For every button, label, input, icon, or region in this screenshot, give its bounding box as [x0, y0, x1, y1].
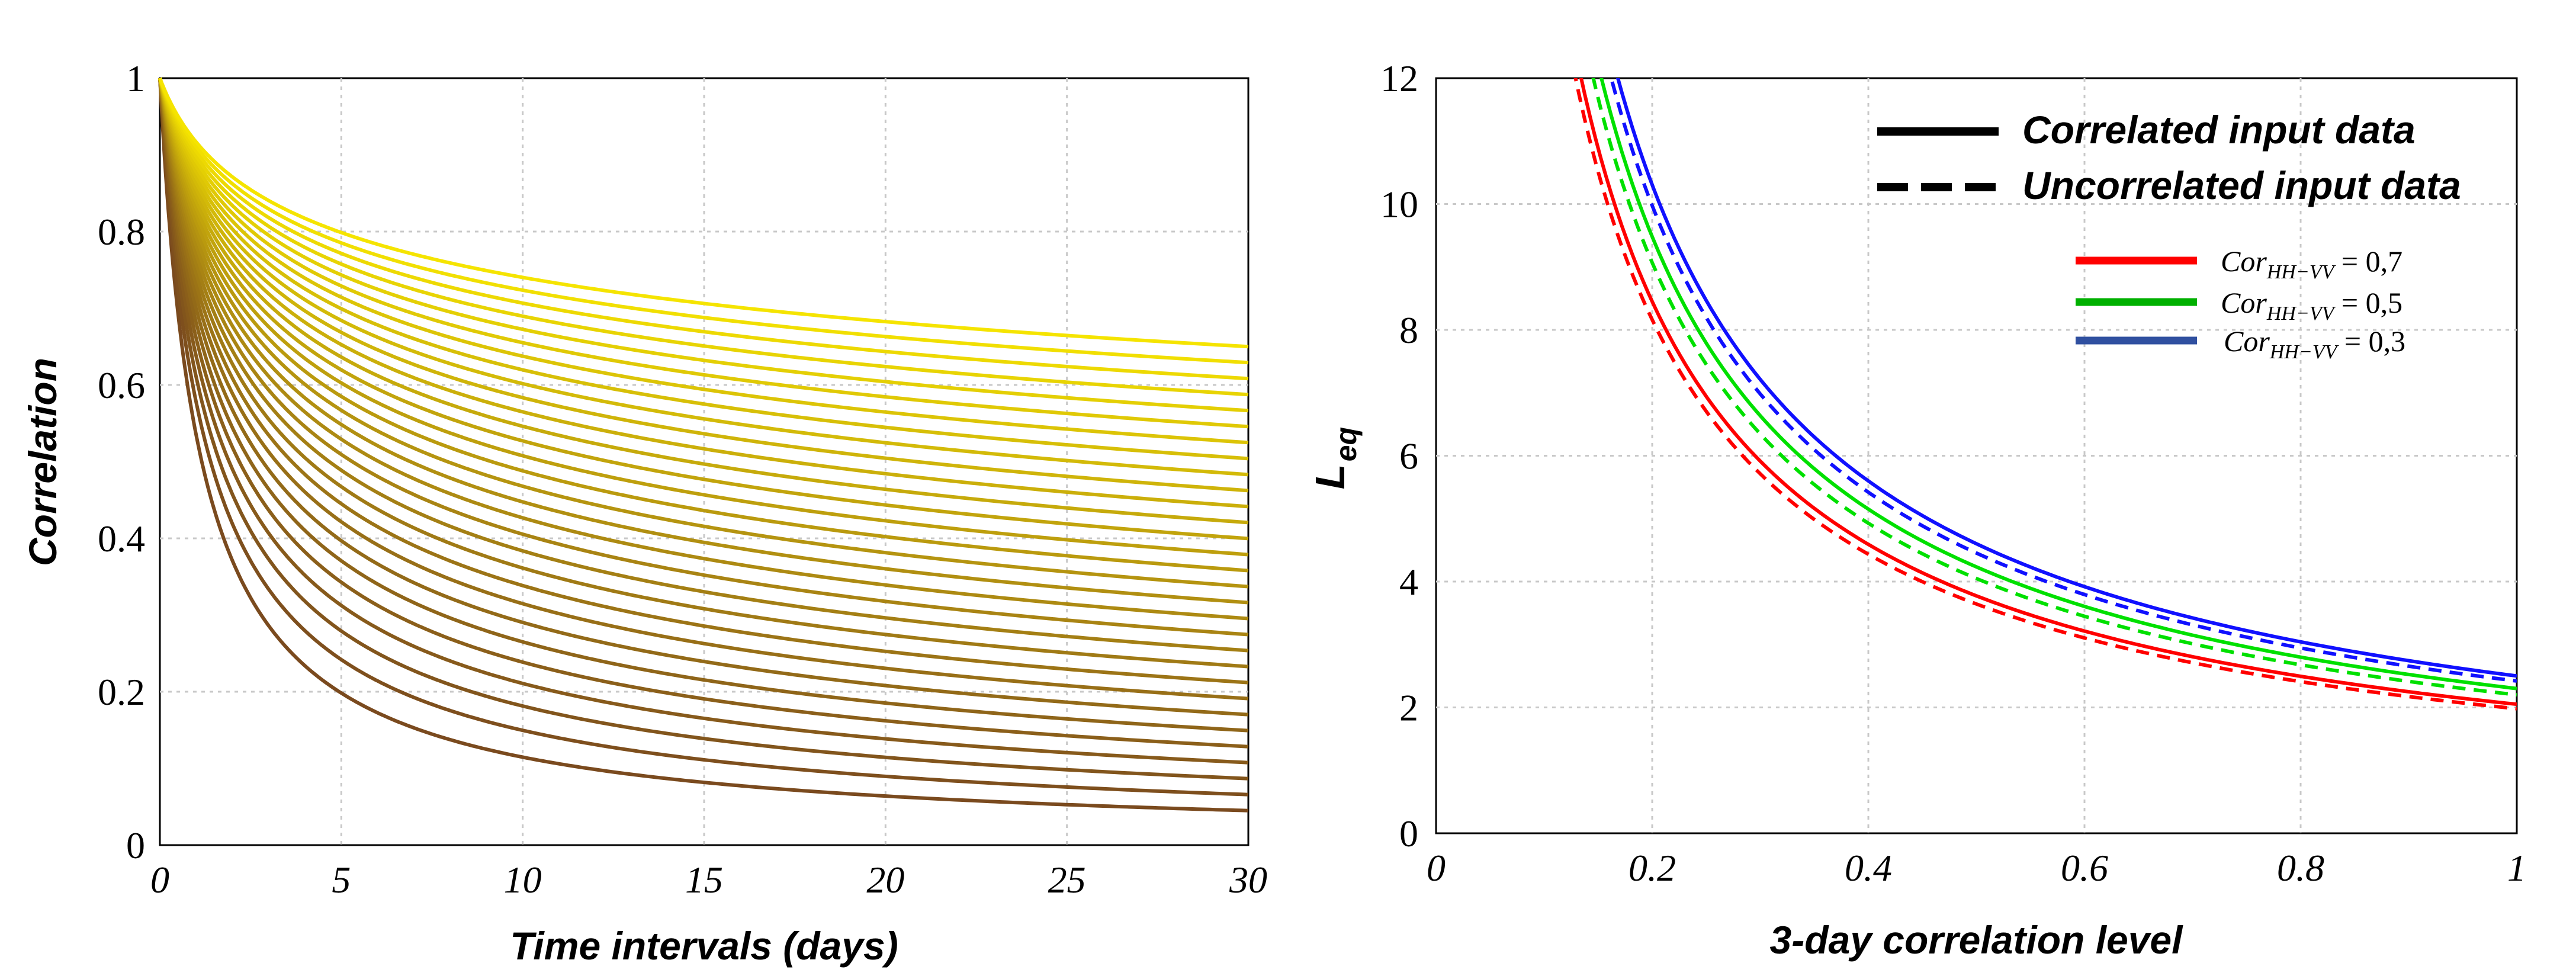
x-axis-label-1: Time intervals (days)	[510, 924, 898, 968]
y-tick-label-1-0: 0	[126, 824, 145, 866]
x-tick-label-1-6: 30	[1229, 859, 1267, 901]
correlation-line-13	[158, 78, 1249, 621]
legend-correlated-label: Correlated input data	[2022, 108, 2416, 152]
correlation-line-7	[158, 78, 1249, 717]
x-tick-label-1-3: 15	[685, 859, 723, 901]
y-tick-label-1-1: 0.2	[98, 671, 145, 713]
legend-entry-07: CorHH−VV = 0,7	[2221, 245, 2402, 283]
leq-line-4	[1591, 78, 2517, 697]
x-tick-label-2-5: 1	[2507, 847, 2526, 889]
correlation-line-4	[158, 78, 1249, 765]
correlation-line-28	[158, 77, 1249, 381]
correlation-line-24	[158, 78, 1249, 445]
x-tick-label-1-5: 25	[1048, 859, 1086, 901]
y-tick-label-2-2: 4	[1399, 561, 1418, 603]
correlation-line-1	[158, 78, 1249, 813]
legend-03-sub: HH−VV	[2269, 341, 2340, 363]
correlation-line-30	[158, 77, 1249, 349]
correlation-line-16	[158, 78, 1249, 573]
x-tick-label-1-4: 20	[866, 859, 904, 901]
correlation-line-19	[158, 78, 1249, 525]
legend-05-sub: HH−VV	[2266, 303, 2337, 325]
x-tick-label-1-0: 0	[150, 859, 169, 901]
y-axis-label-2: L eq	[1307, 427, 1363, 490]
y-tick-label-2-6: 12	[1380, 57, 1418, 99]
x-tick-label-2-0: 0	[1427, 847, 1446, 889]
x-tick-label-1-1: 5	[332, 859, 351, 901]
correlation-line-5	[158, 78, 1249, 749]
correlation-line-11	[158, 78, 1249, 653]
correlation-line-8	[158, 78, 1249, 701]
x-tick-label-2-3: 0.6	[2061, 847, 2108, 889]
correlation-line-23	[158, 78, 1249, 461]
ticks-1: 0 5 10 15 20 25 30 0 0.2 0.4 0.6 0.8 1	[98, 57, 1267, 901]
legend-07-sub: HH−VV	[2266, 261, 2337, 283]
correlation-chart: 0 5 10 15 20 25 30 0 0.2 0.4 0.6 0.8 1 Time interval…	[21, 57, 1267, 968]
correlation-line-10	[158, 78, 1249, 669]
correlation-line-26	[158, 77, 1249, 413]
correlation-line-25	[158, 77, 1249, 429]
legend-07-value: = 0,7	[2334, 245, 2402, 278]
correlation-line-21	[158, 78, 1249, 493]
y-axis-label-2-sub: eq	[1329, 427, 1363, 461]
y-tick-label-1-4: 0.8	[98, 211, 145, 253]
correlation-line-15	[158, 78, 1249, 589]
legend-05-value: = 0,5	[2334, 286, 2402, 319]
leq-line-6	[1609, 78, 2517, 683]
legend: Correlated input data Uncorrelated input…	[1877, 108, 2461, 363]
correlation-line-27	[158, 77, 1249, 397]
x-axis-label-2: 3-day correlation level	[1770, 918, 2184, 962]
series-group-2	[1573, 78, 2517, 711]
correlation-line-3	[158, 78, 1249, 781]
correlation-line-12	[158, 78, 1249, 637]
legend-entry-03: CorHH−VV = 0,3	[2224, 325, 2405, 363]
legend-03-value: = 0,3	[2337, 325, 2405, 358]
leq-line-2	[1573, 78, 2517, 711]
y-tick-label-1-5: 1	[126, 57, 145, 99]
legend-05-prefix: Cor	[2221, 286, 2267, 319]
y-tick-label-2-0: 0	[1399, 813, 1418, 855]
legend-entry-05: CorHH−VV = 0,5	[2221, 286, 2402, 325]
correlation-line-20	[158, 78, 1249, 509]
leq-line-1	[1579, 78, 2517, 707]
leq-line-3	[1599, 78, 2517, 691]
correlation-line-18	[158, 78, 1249, 541]
y-tick-label-2-5: 10	[1380, 184, 1418, 226]
x-tick-label-2-4: 0.8	[2277, 847, 2324, 889]
legend-07-prefix: Cor	[2221, 245, 2267, 278]
correlation-line-17	[158, 78, 1249, 557]
y-tick-label-1-2: 0.4	[98, 518, 145, 560]
y-tick-label-2-1: 2	[1399, 687, 1418, 729]
correlation-line-6	[158, 78, 1249, 733]
y-tick-label-2-3: 6	[1399, 435, 1418, 477]
x-tick-label-2-1: 0.2	[1629, 847, 1676, 889]
correlation-line-29	[158, 77, 1249, 365]
correlation-line-14	[158, 78, 1249, 605]
correlation-line-22	[158, 78, 1249, 477]
legend-03-prefix: Cor	[2224, 325, 2270, 358]
leq-line-5	[1615, 78, 2517, 678]
correlation-line-9	[158, 78, 1249, 685]
legend-uncorrelated-label: Uncorrelated input data	[2022, 163, 2461, 207]
correlation-line-2	[158, 78, 1249, 797]
y-tick-label-1-3: 0.6	[98, 364, 145, 406]
x-tick-label-2-2: 0.4	[1845, 847, 1892, 889]
series-group-1	[158, 77, 1249, 813]
x-tick-label-1-2: 10	[504, 859, 542, 901]
y-axis-label-1: Correlation	[21, 358, 65, 566]
y-tick-label-2-4: 8	[1399, 309, 1418, 351]
y-axis-label-2-main: L	[1307, 464, 1353, 490]
